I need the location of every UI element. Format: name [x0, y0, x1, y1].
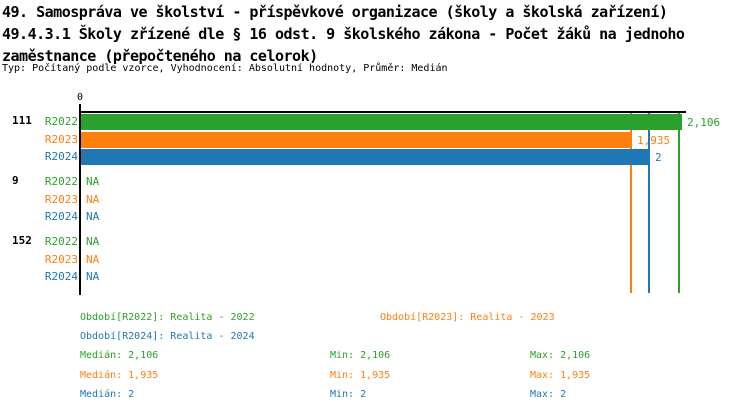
page-title-line-3: zaměstnance (přepočteného na celorok)	[2, 47, 318, 65]
page-title-line-2: 49.4.3.1 Školy zřízené dle § 16 odst. 9 …	[2, 25, 685, 43]
page-title-line-1: 49. Samospráva ve školství - příspěvkové…	[2, 3, 668, 21]
value-bar-r2023	[81, 132, 632, 148]
bar-value-label: 2,106	[687, 116, 721, 129]
median-line-r2022	[678, 113, 680, 293]
legend-max-r2024: Max: 2	[530, 389, 567, 400]
median-line-r2024	[648, 113, 650, 293]
legend-median-r2022: Medián: 2,106	[80, 350, 159, 361]
series-label: R2023	[44, 133, 78, 146]
series-label: R2023	[44, 193, 78, 206]
group-label: 152	[12, 234, 32, 247]
x-axis-zero-tick-label: 0	[76, 92, 84, 103]
y-axis-line	[79, 104, 81, 295]
bar-value-label: 1,935	[637, 134, 671, 147]
legend-max-r2023: Max: 1,935	[530, 370, 591, 381]
x-axis-baseline	[79, 111, 686, 113]
legend-median-r2023: Medián: 1,935	[80, 370, 159, 381]
series-label: R2024	[44, 270, 78, 283]
na-value-label: NA	[86, 253, 100, 266]
legend-median-r2024: Medián: 2	[80, 389, 135, 400]
na-value-label: NA	[86, 175, 100, 188]
legend-period-r2023: Období[R2023]: Realita - 2023	[380, 312, 555, 323]
chart-subtitle: Typ: Počítaný podle vzorce, Vyhodnocení:…	[2, 63, 448, 74]
series-label: R2023	[44, 253, 78, 266]
value-bar-r2022	[81, 114, 682, 130]
legend-max-r2022: Max: 2,106	[530, 350, 591, 361]
bar-value-label: 2	[655, 151, 662, 164]
value-bar-r2024	[81, 149, 650, 165]
na-value-label: NA	[86, 270, 100, 283]
legend-min-r2023: Min: 1,935	[330, 370, 391, 381]
group-label: 9	[12, 174, 19, 187]
series-label: R2022	[44, 235, 78, 248]
na-value-label: NA	[86, 235, 100, 248]
legend-period-r2022: Období[R2022]: Realita - 2022	[80, 312, 255, 323]
na-value-label: NA	[86, 210, 100, 223]
legend-min-r2022: Min: 2,106	[330, 350, 391, 361]
group-label: 111	[12, 114, 32, 127]
series-label: R2024	[44, 150, 78, 163]
legend-min-r2024: Min: 2	[330, 389, 367, 400]
series-label: R2022	[44, 115, 78, 128]
na-value-label: NA	[86, 193, 100, 206]
median-line-r2023	[630, 113, 632, 293]
series-label: R2022	[44, 175, 78, 188]
series-label: R2024	[44, 210, 78, 223]
legend-period-r2024: Období[R2024]: Realita - 2024	[80, 331, 255, 342]
